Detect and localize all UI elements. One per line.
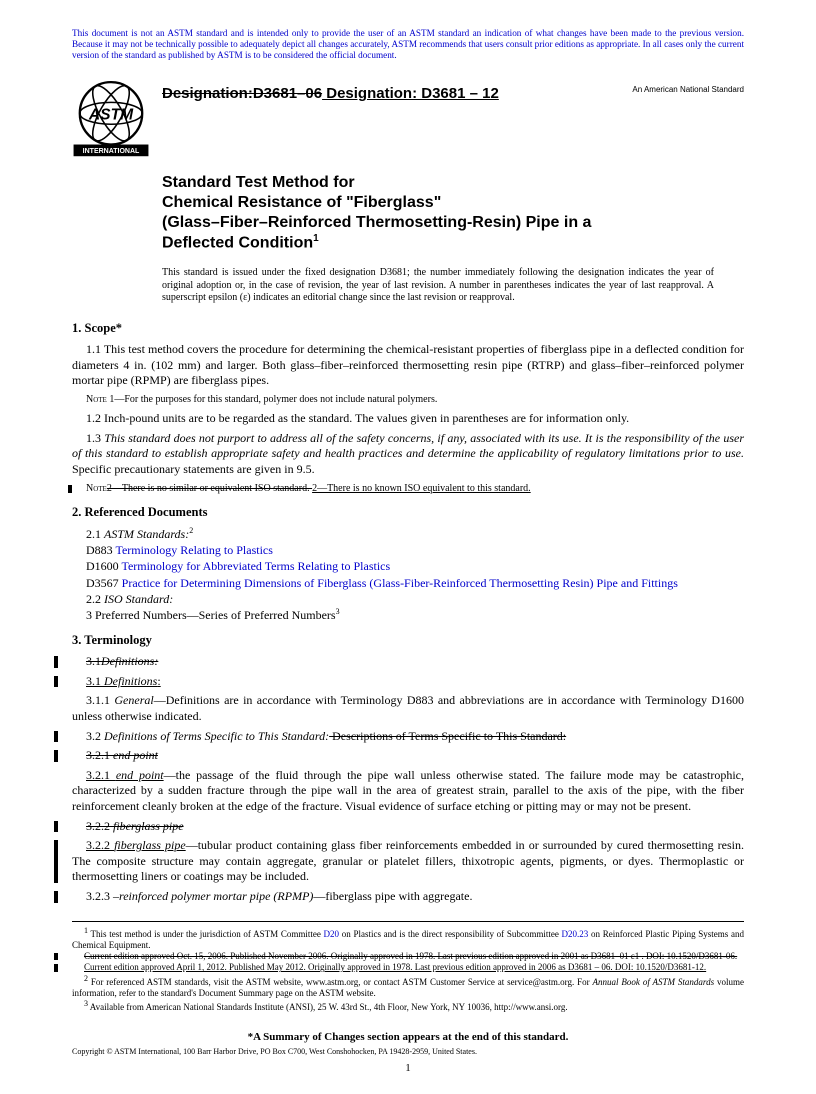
para-3-2-1-strike: 3.2.1 end point [72,748,744,764]
standard-title: Standard Test Method for Chemical Resist… [162,173,744,253]
para-1-3: 1.3 This standard does not purport to ad… [72,431,744,478]
link-d1600[interactable]: Terminology for Abbreviated Terms Relati… [121,559,390,573]
issuance-note: This standard is issued under the fixed … [162,267,714,305]
link-d20-23[interactable]: D20.23 [562,929,589,939]
para-3-1-1: 3.1.1 General—Definitions are in accorda… [72,693,744,724]
title-line-4: Deflected Condition [162,234,313,251]
para-3-2-2: 3.2.2 fiberglass pipe—tubular product co… [72,838,744,885]
para-1-2: 1.2 Inch-pound units are to be regarded … [72,411,744,427]
ref-iso3: 3 Preferred Numbers—Series of Preferred … [86,607,744,623]
link-d3567[interactable]: Practice for Determining Dimensions of F… [122,576,678,590]
ref-d883: D883 Terminology Relating to Plastics [86,542,744,558]
ref-d3567: D3567 Practice for Determining Dimension… [86,575,744,591]
link-d883[interactable]: Terminology Relating to Plastics [115,543,272,557]
section-3-head: 3. Terminology [72,633,744,648]
link-d20[interactable]: D20 [324,929,340,939]
svg-text:ASTM: ASTM [88,107,134,124]
copyright: Copyright © ASTM International, 100 Barr… [72,1047,744,1056]
para-3-2-1: 3.2.1 end point—the passage of the fluid… [72,768,744,815]
note-2: Note2—There is no similar or equivalent … [86,483,744,496]
para-3-1-strike: 3.1Definitions: [72,654,744,670]
footnote-1-strike: Current edition approved Oct. 15, 2006. … [72,951,744,962]
header-row: ASTM INTERNATIONAL Designation:D3681–06 … [72,79,744,157]
page-number: 1 [72,1062,744,1074]
svg-text:INTERNATIONAL: INTERNATIONAL [83,148,140,155]
designation-old: Designation:D3681–06 [162,85,322,102]
designation-new: Designation: D3681 – 12 [322,85,499,102]
note-1: Note 1—For the purposes for this standar… [86,394,744,407]
ref-d1600: D1600 Terminology for Abbreviated Terms … [86,558,744,574]
section-1-head: 1. Scope* [72,321,744,336]
designation: Designation:D3681–06 Designation: D3681 … [162,85,632,102]
para-3-2: 3.2 Definitions of Terms Specific to Thi… [72,729,744,745]
title-line-2: Chemical Resistance of "Fiberglass" [162,194,441,211]
section-2-head: 2. Referenced Documents [72,505,744,520]
astm-logo: ASTM INTERNATIONAL [72,79,150,157]
footnote-3: 3 Available from American National Stand… [72,999,744,1013]
para-3-2-3: 3.2.3 –reinforced polymer mortar pipe (R… [72,889,744,905]
para-2-2: 2.2 ISO Standard: [86,591,744,607]
tagline: An American National Standard [632,85,744,94]
para-1-1: 1.1 This test method covers the procedur… [72,342,744,389]
para-3-1-new: 3.1 Definitions: [72,674,744,690]
para-3-2-2-strike: 3.2.2 fiberglass pipe [72,819,744,835]
para-2-1: 2.1 ASTM Standards:2 [86,526,744,542]
title-line-3: (Glass–Fiber–Reinforced Thermosetting-Re… [162,214,591,231]
footnote-1: 1 This test method is under the jurisdic… [72,926,744,952]
disclaimer-text: This document is not an ASTM standard an… [72,28,744,61]
title-line-1: Standard Test Method for [162,174,355,191]
footnote-1-new: Current edition approved April 1, 2012. … [72,962,744,973]
summary-note: *A Summary of Changes section appears at… [72,1031,744,1043]
title-sup: 1 [313,233,319,244]
footnote-2: 2 For referenced ASTM standards, visit t… [72,974,744,1000]
footnotes: 1 This test method is under the jurisdic… [72,921,744,1014]
